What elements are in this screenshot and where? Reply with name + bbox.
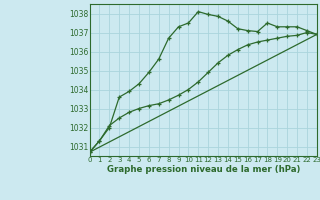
X-axis label: Graphe pression niveau de la mer (hPa): Graphe pression niveau de la mer (hPa) (107, 165, 300, 174)
